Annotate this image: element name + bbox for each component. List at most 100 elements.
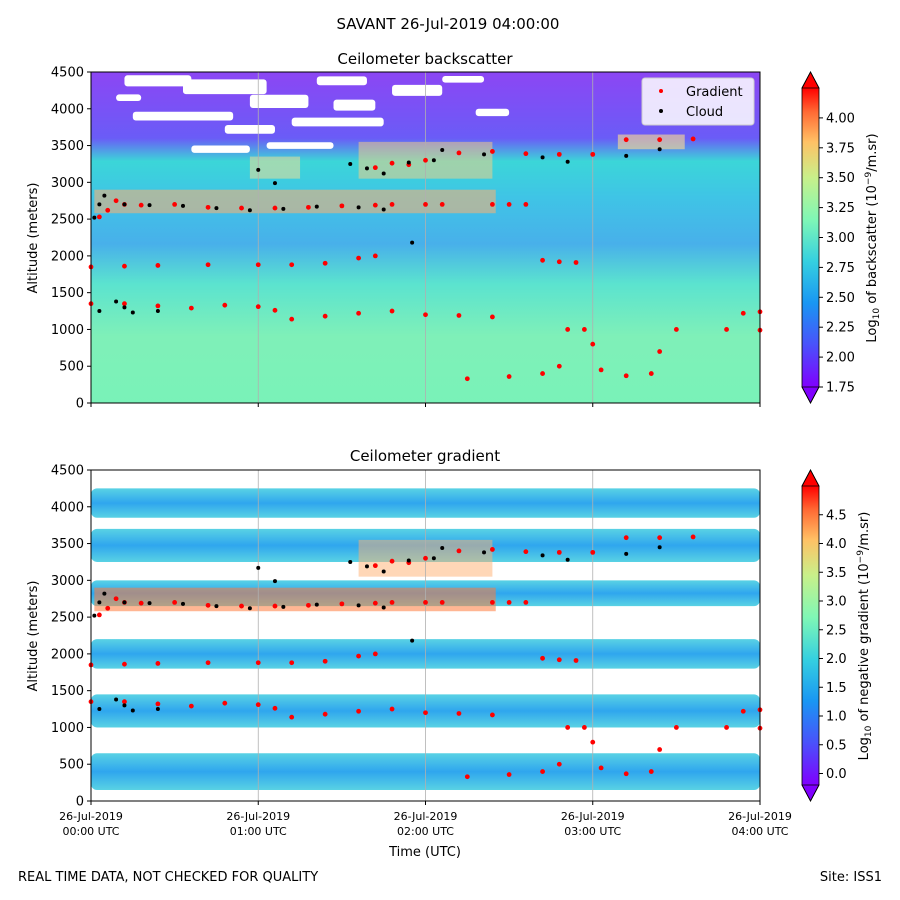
colorbar-tick-label: 0.5 [826, 738, 847, 753]
backscatter-gradient-series [88, 136, 763, 382]
cloud-point [431, 158, 436, 163]
figure-title: SAVANT 26-Jul-2019 04:00:00 [337, 15, 560, 33]
y-tick-label: 2000 [51, 647, 84, 662]
cloud-point [314, 204, 319, 209]
data-gap [191, 145, 250, 153]
cloud-point [122, 305, 127, 310]
gradient-point [523, 151, 529, 157]
gradient-point [540, 371, 545, 376]
gradient-point [138, 202, 144, 208]
colorbar-tick-label: 3.00 [826, 231, 855, 246]
gradient-point [96, 214, 102, 220]
gradient-point [540, 769, 545, 774]
cloud-point [406, 160, 411, 165]
cloud-point [102, 591, 107, 596]
gradient-point [372, 202, 378, 208]
y-tick-label: 3000 [51, 574, 84, 589]
data-gap [266, 142, 334, 149]
gradient-point [556, 151, 562, 157]
data-gap [442, 76, 485, 83]
gradient-point [188, 703, 194, 709]
x-tick-time: 01:00 UTC [230, 825, 287, 838]
gradient-point [306, 204, 311, 210]
cloud-point [410, 240, 415, 245]
gradient-y-ticks: 0 500 1000 1500 2000 2500 3000 3500 4000 4500 [51, 464, 91, 810]
gradient-point [657, 137, 663, 143]
gradient-point [255, 660, 261, 666]
gradient-point [389, 202, 395, 207]
y-tick-label: 500 [59, 360, 84, 375]
gradient-point [540, 257, 545, 263]
gradient-point [623, 373, 629, 379]
x-tick-date: 26-Jul-2019 [226, 810, 290, 823]
cloud-point [97, 309, 102, 314]
gradient-point [122, 301, 127, 307]
cloud-point [381, 569, 386, 574]
gradient-point [456, 150, 462, 156]
gradient-point [289, 262, 295, 268]
legend-gradient-label: Gradient [686, 85, 743, 100]
gradient-point [657, 747, 663, 752]
cloud-point [440, 545, 445, 550]
y-tick-label: 3500 [51, 139, 84, 154]
colorbar-tick-label: 3.75 [826, 141, 855, 156]
cloud-point [565, 557, 570, 562]
gradient-point [372, 651, 378, 657]
colorbar-tick-label: 4.0 [826, 537, 847, 552]
colorbar-tick-label: 2.0 [826, 652, 847, 667]
gradient-point [322, 711, 328, 717]
cloud-point [540, 155, 545, 160]
x-tick-date: 26-Jul-2019 [561, 810, 625, 823]
cloud-point [147, 601, 152, 606]
cloud-point [281, 604, 286, 609]
cloud-point [431, 556, 436, 561]
data-gap [124, 75, 192, 87]
gradient-point [565, 725, 571, 730]
cloud-point [122, 600, 127, 605]
gradient-point [490, 547, 495, 552]
backscatter-colorbar: 1.75 2.00 2.25 2.50 2.75 3.00 3.25 3.50 3.75 4.00… [801, 71, 882, 404]
gradient-point [356, 310, 361, 316]
cloud-point [657, 545, 662, 550]
cloud-point [180, 203, 185, 208]
y-tick-label: 0 [76, 397, 84, 412]
cloud-point [214, 206, 219, 211]
gradient-point [172, 202, 178, 207]
gradient-point [205, 262, 211, 268]
gradient-point [122, 699, 127, 705]
gradient-colorbar-max-arrow [801, 469, 820, 487]
data-gap [116, 94, 142, 102]
y-tick-label: 2000 [51, 249, 84, 264]
gradient-point [389, 600, 395, 605]
gradient-point [690, 534, 696, 540]
gradient-title: Ceilometer gradient [350, 447, 500, 465]
gradient-point [590, 739, 596, 745]
gradient-point [423, 600, 428, 605]
gradient-point [540, 655, 545, 661]
cloud-point [147, 203, 152, 208]
gradient-point [439, 600, 445, 605]
gradient-point [439, 202, 445, 207]
cloud-point [381, 171, 386, 176]
gradient-point [155, 303, 161, 309]
cloud-point [97, 707, 102, 712]
gradient-point [155, 701, 161, 707]
y-tick-label: 4500 [51, 66, 84, 81]
gradient-point [456, 313, 462, 318]
x-tick-date: 26-Jul-2019 [59, 810, 123, 823]
gradient-point [356, 653, 361, 659]
gradient-point [322, 658, 328, 664]
gradient-point [523, 549, 529, 555]
gradient-point [289, 714, 295, 720]
gradient-point [464, 376, 470, 382]
gradient-point [339, 203, 345, 209]
gradient-point [623, 535, 629, 541]
quality-disclaimer: REAL TIME DATA, NOT CHECKED FOR QUALITY [18, 870, 319, 885]
cloud-point [364, 564, 369, 569]
gradient-point [372, 563, 378, 569]
gradient-point [389, 160, 395, 166]
gradient-point [322, 313, 328, 319]
cloud-point [440, 147, 445, 152]
gradient-point [657, 535, 663, 541]
gradient-point [205, 602, 211, 608]
